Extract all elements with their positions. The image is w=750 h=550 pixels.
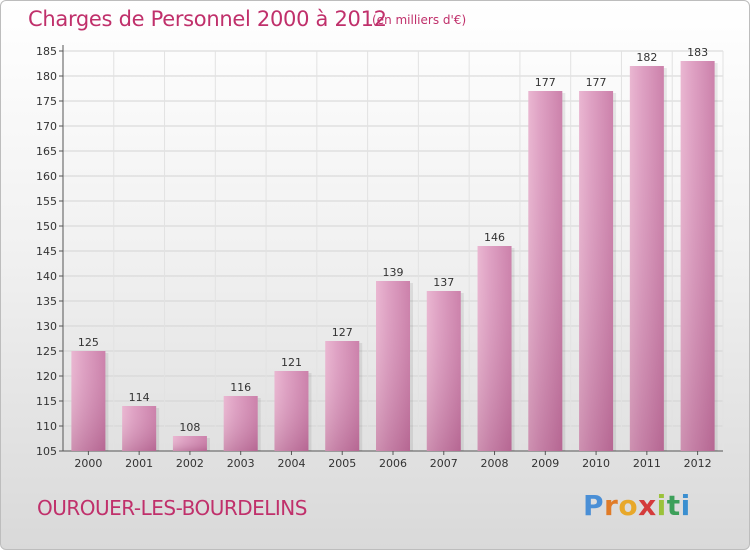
x-tick-label-2007: 2007 [430, 457, 458, 470]
y-tick-label: 110 [36, 420, 57, 433]
logo-letter: i [656, 489, 667, 522]
bar-shade [426, 291, 461, 451]
bar-shade [172, 436, 207, 451]
y-tick-label: 150 [36, 220, 57, 233]
bar-shade [71, 351, 106, 451]
bar-shade [274, 371, 309, 451]
chart-unit: (en milliers d'€) [372, 13, 467, 27]
chart-title: Charges de Personnel 2000 à 2012 [28, 7, 387, 31]
y-tick-label: 170 [36, 120, 57, 133]
value-label-2007: 137 [433, 276, 454, 289]
y-tick-label: 180 [36, 70, 57, 83]
bar-shade [680, 61, 715, 451]
logo-letter: x [638, 489, 657, 522]
bar-shade [376, 281, 410, 451]
value-label-2012: 183 [687, 46, 708, 59]
logo-letter: P [583, 489, 605, 522]
value-label-2004: 121 [281, 356, 302, 369]
value-label-2003: 116 [230, 381, 251, 394]
bar-shade [579, 91, 614, 451]
x-tick-label-2004: 2004 [277, 457, 305, 470]
y-tick-label: 165 [36, 145, 57, 158]
x-tick-label-2010: 2010 [582, 457, 610, 470]
proxiti-logo: Proxiti [583, 489, 691, 522]
y-tick-label: 105 [36, 445, 57, 458]
y-tick-label: 140 [36, 270, 57, 283]
bar-shade [122, 406, 157, 451]
x-tick-label-2000: 2000 [74, 457, 102, 470]
y-tick-label: 130 [36, 320, 57, 333]
value-label-2006: 139 [383, 266, 404, 279]
x-tick-label-2005: 2005 [328, 457, 356, 470]
x-tick-label-2008: 2008 [481, 457, 509, 470]
y-tick-label: 185 [36, 45, 57, 58]
y-tick-label: 175 [36, 95, 57, 108]
bar-shade [629, 66, 664, 451]
y-tick-label: 135 [36, 295, 57, 308]
logo-letter: r [604, 489, 619, 522]
x-tick-label-2002: 2002 [176, 457, 204, 470]
x-tick-label-2003: 2003 [227, 457, 255, 470]
logo-letter: t [666, 489, 681, 522]
commune-name: OUROUER-LES-BOURDELINS [37, 496, 307, 520]
bar-shade [325, 341, 360, 451]
logo-letter: i [680, 489, 691, 522]
y-tick-label: 160 [36, 170, 57, 183]
y-tick-label: 115 [36, 395, 57, 408]
value-label-2011: 182 [636, 51, 657, 64]
value-label-2002: 108 [179, 421, 200, 434]
x-tick-label-2001: 2001 [125, 457, 153, 470]
value-label-2010: 177 [586, 76, 607, 89]
bar-shade [223, 396, 258, 451]
y-tick-label: 120 [36, 370, 57, 383]
value-label-2000: 125 [78, 336, 99, 349]
x-tick-label-2009: 2009 [531, 457, 559, 470]
value-label-2009: 177 [535, 76, 556, 89]
value-label-2008: 146 [484, 231, 505, 244]
logo-letter: o [618, 489, 639, 522]
y-tick-label: 125 [36, 345, 57, 358]
y-tick-label: 145 [36, 245, 57, 258]
x-tick-label-2006: 2006 [379, 457, 407, 470]
bar-shade [528, 91, 563, 451]
y-tick-label: 155 [36, 195, 57, 208]
value-label-2005: 127 [332, 326, 353, 339]
x-tick-label-2011: 2011 [633, 457, 661, 470]
x-tick-label-2012: 2012 [684, 457, 712, 470]
value-label-2001: 114 [129, 391, 150, 404]
bar-shade [477, 246, 512, 451]
